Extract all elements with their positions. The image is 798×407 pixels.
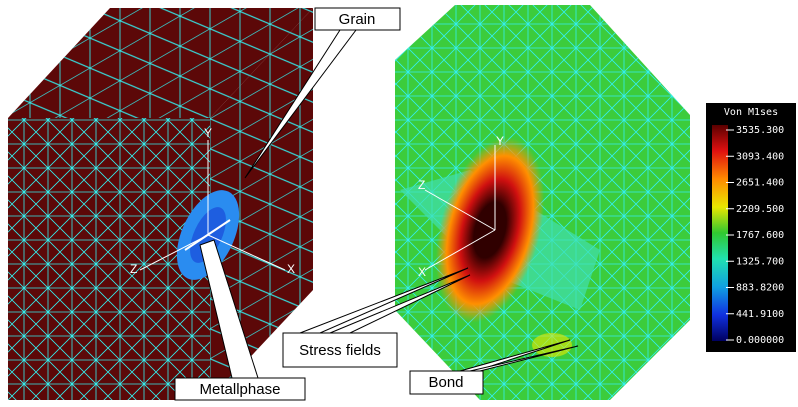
legend-tick-label: 1325.700 [736, 256, 784, 267]
legend-tick-label: 3093.400 [736, 151, 784, 162]
colorbar [712, 125, 728, 341]
legend-tick-label: 441.9100 [736, 309, 784, 320]
legend-title: Von M1ses [724, 107, 778, 118]
annotation: Stress fields [299, 342, 381, 359]
annotation: Metallphase [200, 381, 281, 398]
axis-label: Z [418, 178, 425, 192]
legend-tick-label: 3535.300 [736, 125, 784, 136]
axis-label: Y [496, 134, 504, 148]
right-block: Y Z X [395, 5, 690, 400]
axis-label: Z [130, 262, 137, 276]
legend: Von M1ses 3535.300 3093.400 2651.400 2209.5… [706, 103, 796, 352]
axis-label: Y [204, 126, 212, 140]
axis-label: X [418, 265, 426, 279]
annotation: Grain [339, 11, 376, 28]
axis-label: X [287, 262, 295, 276]
annotation: Bond [428, 374, 463, 391]
legend-tick-label: 2651.400 [736, 178, 784, 189]
legend-tick-label: 2209.500 [736, 204, 784, 215]
figure: Y Z X Y Z X Von M1ses 3535.300 3093.400 26… [0, 0, 798, 407]
legend-tick-label: 0.000000 [736, 335, 784, 346]
left-block: Y Z X [8, 8, 313, 400]
legend-tick-label: 1767.600 [736, 230, 784, 241]
legend-tick-label: 883.8200 [736, 283, 784, 294]
